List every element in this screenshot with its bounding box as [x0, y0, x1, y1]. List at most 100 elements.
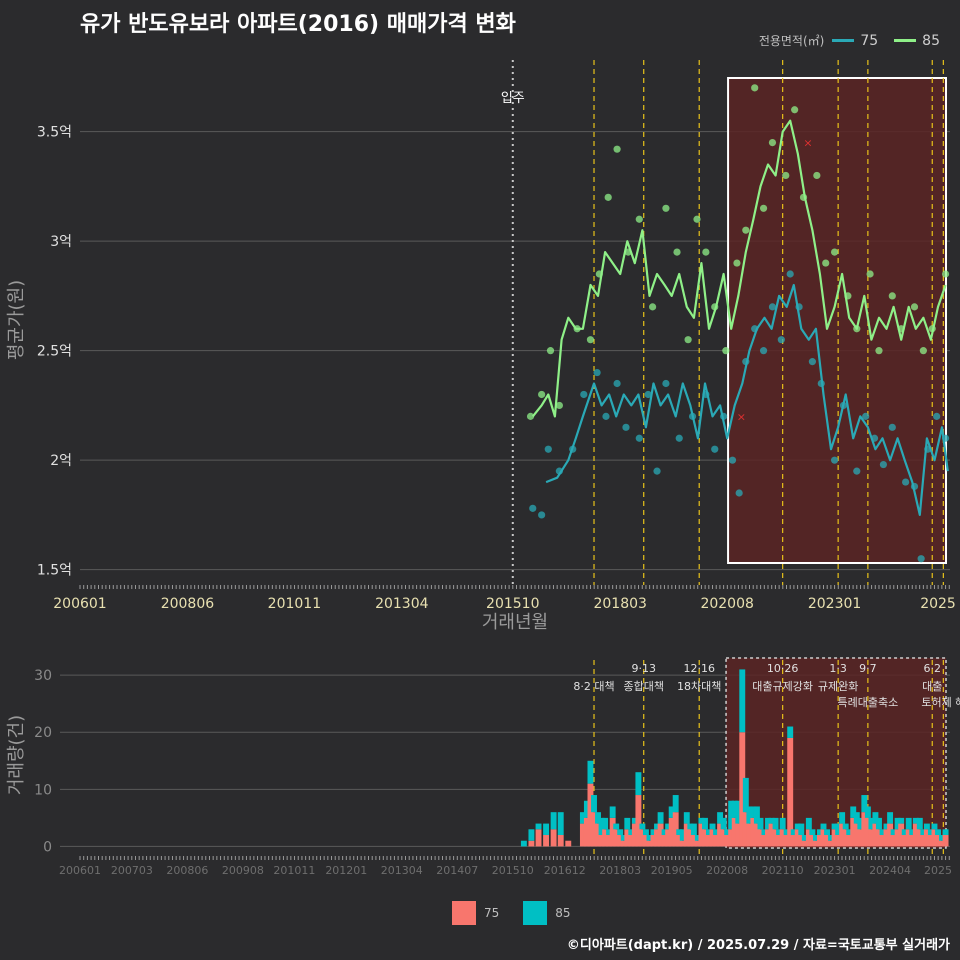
volume-bar-75 [927, 835, 934, 847]
policy-name-label: 18차대책 [677, 680, 721, 693]
volume-bar-75 [916, 829, 923, 847]
volume-bar-85 [598, 817, 605, 836]
scatter-point-75 [759, 347, 768, 355]
volume-bar-75 [646, 840, 653, 847]
volume-bar-85 [709, 823, 716, 830]
volume-bar-85 [765, 817, 771, 830]
x-tick-label: 200806 [161, 596, 215, 612]
volume-bar-85 [839, 812, 846, 824]
volume-bar-85 [617, 829, 624, 836]
volume-bar-75 [731, 817, 738, 847]
bottom-legend-swatch-75 [452, 901, 476, 925]
scatter-point-85 [555, 401, 563, 410]
scatter-point-85 [546, 347, 555, 355]
volume-bar-85 [876, 817, 882, 830]
volume-bar-85 [927, 829, 934, 836]
volume-bar-75 [565, 840, 572, 847]
volume-bar-85 [761, 829, 768, 836]
volume-bar-75 [683, 823, 690, 847]
volume-bar-85 [654, 823, 660, 830]
scatter-point-75 [917, 555, 925, 563]
volume-bar-75 [709, 829, 716, 847]
volume-bar-75 [776, 835, 783, 847]
volume-bar-75 [787, 737, 794, 847]
volume-bar-85 [779, 817, 786, 830]
volume-bar-75 [654, 829, 660, 847]
volume-bar-75 [905, 829, 912, 847]
volume-bar-85 [872, 812, 879, 824]
scatter-point-85 [702, 248, 710, 256]
volume-bar-85 [690, 823, 697, 836]
scatter-point-75 [786, 270, 794, 278]
volume-bar-85 [713, 829, 720, 836]
scatter-point-85 [684, 336, 692, 344]
scatter-point-85 [751, 84, 759, 92]
scatter-point-75 [902, 478, 910, 486]
volume-bar-75 [879, 835, 886, 847]
volume-bar-75 [613, 829, 620, 847]
volume-x-tick-label: 202008 [706, 864, 748, 877]
policy-name-label: 규제완화 [818, 680, 858, 693]
volume-bar-75 [746, 823, 753, 847]
volume-bar-75 [790, 835, 797, 847]
x-tick-label: 201011 [268, 596, 321, 612]
y-tick-label: 3억 [50, 234, 72, 250]
volume-x-tick-label: 200908 [222, 864, 264, 877]
outlier-marker: × [803, 137, 812, 150]
volume-bar-75 [717, 823, 724, 847]
policy-name-label: 대출 [922, 680, 942, 693]
volume-bar-75 [894, 829, 901, 847]
scatter-point-85 [782, 171, 790, 180]
volume-bar-75 [728, 829, 735, 847]
volume-bar-75 [761, 835, 768, 847]
volume-bar-75 [809, 835, 816, 847]
volume-bar-85 [646, 835, 653, 841]
volume-bar-85 [728, 800, 735, 830]
scatter-point-75 [735, 489, 743, 497]
volume-bar-75 [642, 835, 649, 847]
volume-bar-75 [583, 817, 590, 847]
volume-bar-85 [720, 817, 727, 830]
volume-x-tick-label: 201011 [273, 864, 315, 877]
volume-bar-85 [820, 823, 827, 830]
volume-bar-85 [694, 835, 701, 841]
scatter-point-75 [613, 379, 621, 388]
volume-highlight-region [726, 658, 946, 848]
volume-bar-85 [535, 823, 542, 830]
volume-bar-75 [853, 823, 860, 847]
volume-bar-75 [772, 829, 779, 847]
volume-bar-85 [661, 829, 668, 836]
volume-x-tick-label: 201612 [544, 864, 586, 877]
volume-bar-75 [816, 835, 823, 847]
volume-bar-85 [683, 812, 690, 824]
scatter-point-85 [875, 347, 883, 355]
volume-x-tick-label: 202110 [762, 864, 804, 877]
volume-bar-85 [857, 817, 864, 830]
volume-bar-85 [790, 829, 797, 836]
volume-bar-75 [835, 835, 842, 847]
outlier-marker: × [737, 410, 746, 423]
volume-bar-85 [750, 806, 757, 818]
volume-bar-75 [661, 835, 668, 847]
volume-bar-75 [942, 835, 949, 847]
volume-bar-85 [776, 829, 783, 836]
scatter-point-85 [722, 347, 730, 355]
volume-bar-75 [783, 835, 790, 847]
volume-bar-85 [772, 817, 779, 830]
x-axis-title: 거래년월 [482, 612, 548, 633]
volume-bar-85 [894, 817, 901, 830]
legend-swatch-85 [894, 39, 917, 42]
scatter-point-75 [888, 423, 896, 431]
policy-date-label: 9·13 [631, 662, 656, 675]
volume-x-tick-label: 201407 [436, 864, 478, 877]
x-tick-label: 200601 [53, 596, 106, 612]
volume-bar-75 [591, 812, 597, 847]
volume-bar-85 [883, 823, 890, 830]
volume-bar-75 [765, 829, 771, 847]
volume-bar-75 [624, 829, 631, 847]
scatter-point-85 [830, 248, 839, 256]
volume-bar-75 [846, 835, 853, 847]
scatter-point-85 [613, 145, 621, 153]
volume-bar-75 [606, 835, 613, 847]
